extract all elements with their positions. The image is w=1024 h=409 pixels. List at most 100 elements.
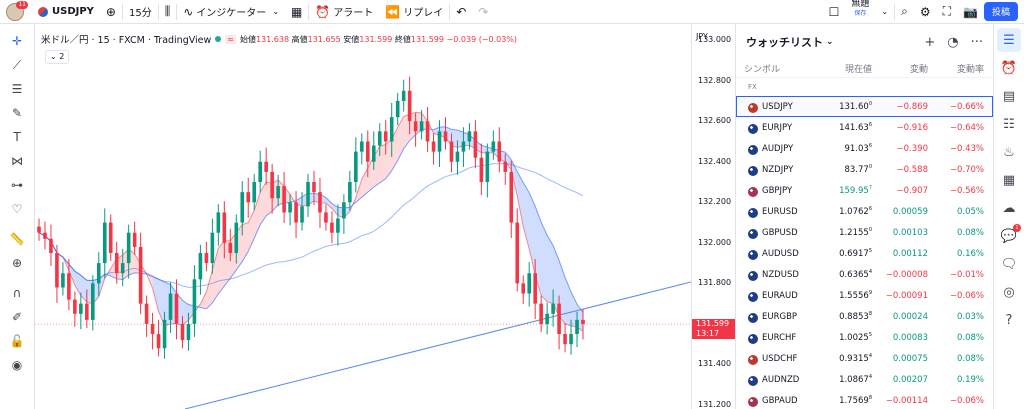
watchlist-row[interactable]: AUDNZD 1.08674 0.00207 0.19%	[736, 369, 993, 390]
price-chart	[35, 76, 691, 409]
brush-tool[interactable]: ✎	[6, 102, 28, 124]
watchlist-row[interactable]: USDCHF 0.93154 0.00075 0.08%	[736, 348, 993, 369]
candle-body	[132, 232, 137, 247]
alert-button[interactable]: ⏰ アラート	[309, 0, 379, 24]
watchlist-group-fx[interactable]: FX	[748, 83, 757, 91]
fullscreen-button[interactable]: ⛶	[937, 0, 957, 24]
watchlist-row[interactable]: EURAUD 1.55569 −0.00091 −0.06%	[736, 285, 993, 306]
lock-tool[interactable]: 🔓	[6, 330, 28, 352]
layout-menu-button[interactable]: ⌄	[875, 0, 894, 24]
calendar-tab[interactable]: ▦	[997, 168, 1021, 192]
candle-body	[228, 242, 233, 253]
candles-icon: ⫼	[164, 4, 171, 18]
advanced-view-icon[interactable]: ◔	[947, 34, 959, 50]
row-change: −0.390	[896, 143, 928, 154]
hotlists-tab[interactable]: ☷	[997, 112, 1021, 136]
hide-tool[interactable]: ◉	[6, 354, 28, 376]
row-last-pip: 4	[868, 353, 872, 360]
watchlist-row[interactable]: EURUSD 1.07626 0.00059 0.05%	[736, 201, 993, 222]
col-change[interactable]: 変動	[909, 65, 928, 75]
indicators-toggle[interactable]: ⌄ 2	[45, 50, 70, 64]
ma-cloud-segment	[182, 300, 189, 326]
compare-symbol-button[interactable]: ⊕	[100, 0, 122, 24]
favorite-tool[interactable]: ♡	[6, 198, 28, 220]
col-last[interactable]: 現在値	[844, 65, 872, 75]
chart-pane[interactable]: 米ドル／円 · 15 · FXCM · TradingView ≈ 始値131.…	[35, 24, 691, 409]
candle-body	[503, 161, 508, 172]
row-symbol: EURAUD	[736, 291, 810, 302]
trendline-tool[interactable]: ⟋	[6, 54, 28, 76]
settings-button[interactable]: ⚙	[914, 0, 937, 24]
ma-cloud-segment	[80, 275, 87, 303]
watchlist-row[interactable]: AUDUSD 0.69175 0.00112 0.16%	[736, 243, 993, 264]
row-last-text: 83.77	[844, 164, 869, 175]
zoom-tool[interactable]: ⊕	[6, 252, 28, 274]
col-symbol[interactable]: シンボル	[744, 65, 781, 75]
quick-search-button[interactable]: ⌕	[895, 0, 914, 24]
candle-body	[252, 182, 257, 203]
current-price-label: 131.599 13:17	[692, 319, 735, 340]
candle-body	[162, 319, 167, 349]
col-change-pct[interactable]: 変動率	[956, 65, 984, 75]
watchlist-tab[interactable]: ☰	[997, 28, 1021, 52]
candle-body	[306, 182, 310, 207]
chats-tab[interactable]: 💬 1	[997, 224, 1021, 248]
hot-tab[interactable]: ♨	[997, 140, 1021, 164]
symbol-search-button[interactable]: USDJPY	[32, 0, 100, 24]
currency-flag-icon	[748, 312, 758, 323]
layout-name-button[interactable]: 無題 保存	[845, 0, 875, 24]
ideas-tab[interactable]: ☁	[997, 196, 1021, 220]
row-change-pct: −0.43%	[949, 143, 984, 154]
avatar[interactable]: 11	[6, 0, 28, 21]
undo-button[interactable]: ↶	[450, 0, 472, 24]
indicators-button[interactable]: ∿ インジケーター ⌄	[177, 0, 285, 24]
broadcast-tab[interactable]: ◎	[997, 280, 1021, 304]
text-tool[interactable]: T	[6, 126, 28, 148]
price-axis[interactable]: JPY 133.000 132.800 132.600 132.400 132.200 1…	[691, 24, 735, 409]
redo-button[interactable]: ↷	[472, 0, 494, 24]
layout-select-button[interactable]: ☐	[823, 0, 846, 24]
more-icon[interactable]: ···	[970, 34, 983, 50]
chart-type-button[interactable]: ⫼	[159, 0, 177, 24]
watchlist-title[interactable]: ウォッチリスト	[746, 36, 823, 49]
candle-body	[455, 151, 460, 162]
snapshot-button[interactable]: 📷	[957, 0, 984, 24]
row-change-pct: 0.03%	[956, 311, 984, 322]
data-window-tab[interactable]: ▤	[997, 84, 1021, 108]
axis-tick-label: 131.200	[698, 400, 732, 409]
interval-button[interactable]: 15分	[123, 0, 158, 24]
candle-body	[174, 293, 179, 324]
prediction-tool[interactable]: ⊶	[6, 174, 28, 196]
crosshair-tool[interactable]: ✛	[6, 30, 28, 52]
ma-cloud-segment	[152, 276, 159, 312]
interval-label: 15分	[128, 8, 152, 19]
row-symbol: GBPJPY	[736, 186, 810, 197]
ruler-tool[interactable]: 📏	[6, 228, 28, 250]
watchlist-row[interactable]: EURGBP 0.88538 0.00024 0.03%	[736, 306, 993, 327]
stay-drawing-tool[interactable]: ✐	[6, 306, 28, 328]
help-tab[interactable]: ?	[997, 308, 1021, 332]
post-button[interactable]: 投稿	[983, 2, 1018, 21]
watchlist-row[interactable]: GBPUSD 1.21550 0.00103 0.08%	[736, 222, 993, 243]
magnet-tool[interactable]: ∩	[6, 282, 28, 304]
row-last-pip: 6	[868, 122, 872, 129]
watchlist-row[interactable]: GBPAUD 1.75698 −0.00114 −0.06%	[736, 390, 993, 409]
fib-tool[interactable]: ☰	[6, 78, 28, 100]
pattern-tool[interactable]: ⋈	[6, 150, 28, 172]
watchlist-row[interactable]: EURCHF 1.00255 0.00083 0.08%	[736, 327, 993, 348]
candle-body	[96, 263, 101, 284]
watchlist-row[interactable]: GBPJPY 159.957 −0.907 −0.56%	[736, 180, 993, 201]
watchlist-row[interactable]: NZDJPY 83.770 −0.588 −0.70%	[736, 159, 993, 180]
streams-tab[interactable]: 🗨	[997, 252, 1021, 276]
candle-body	[461, 141, 466, 152]
row-change: −0.00091	[885, 290, 928, 301]
add-symbol-icon[interactable]: +	[924, 34, 936, 50]
templates-button[interactable]: ▦	[285, 0, 308, 24]
watchlist-row[interactable]: AUDJPY 91.036 −0.390 −0.43%	[736, 138, 993, 159]
replay-button[interactable]: ⏪ リプレイ	[379, 0, 449, 24]
watchlist-row[interactable]: NZDUSD 0.63654 −0.00008 −0.01%	[736, 264, 993, 285]
watchlist-row[interactable]: USDJPY 131.600 −0.869 −0.66%	[736, 96, 993, 117]
watchlist-row[interactable]: EURJPY 141.636 −0.916 −0.64%	[736, 117, 993, 138]
alerts-tab[interactable]: ⏰	[997, 56, 1021, 80]
candle-body	[85, 303, 89, 320]
